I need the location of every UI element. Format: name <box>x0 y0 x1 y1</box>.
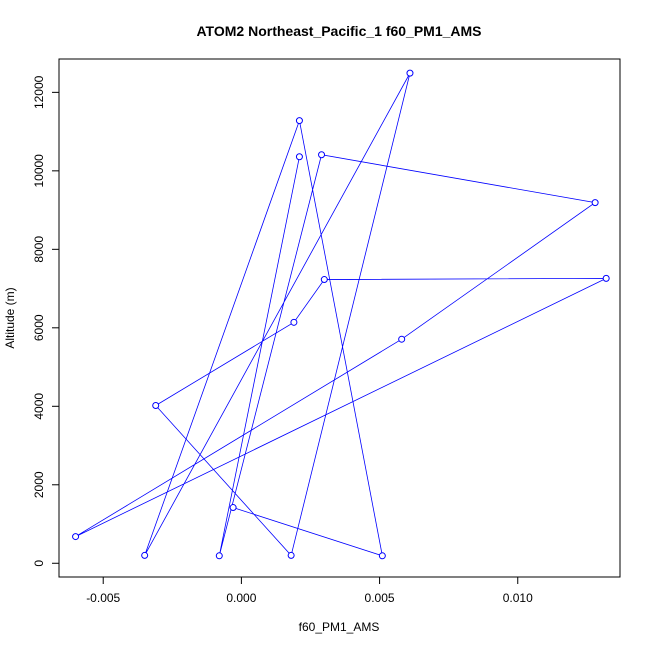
data-point <box>318 151 326 159</box>
data-point <box>295 117 303 125</box>
y-tick-label: 4000 <box>32 393 46 420</box>
x-axis: -0.005 0.000 0.005 0.010 <box>86 576 533 605</box>
data-point <box>320 276 328 284</box>
y-axis: 0 2000 4000 6000 8000 10000 12000 <box>32 75 60 567</box>
plot-area <box>58 58 621 578</box>
y-axis-label: Altitude (m) <box>3 287 17 348</box>
x-tick-label: 0.010 <box>503 591 533 605</box>
y-tick-label: 8000 <box>32 236 46 263</box>
data-point <box>406 69 414 77</box>
x-tick-label: 0.000 <box>226 591 256 605</box>
chart-title: ATOM2 Northeast_Pacific_1 f60_PM1_AMS <box>196 23 481 39</box>
y-tick-label: 0 <box>32 560 46 567</box>
data-series <box>72 69 610 560</box>
data-point <box>290 318 298 326</box>
data-point <box>72 533 80 541</box>
data-point <box>591 199 599 207</box>
y-tick-label: 10000 <box>32 154 46 188</box>
data-point <box>229 504 237 512</box>
data-point <box>602 274 610 282</box>
data-point <box>152 402 160 410</box>
x-tick-label: -0.005 <box>86 591 120 605</box>
data-point <box>378 552 386 560</box>
y-tick-label: 2000 <box>32 471 46 498</box>
y-tick-label: 12000 <box>32 75 46 109</box>
data-point <box>398 335 406 343</box>
x-axis-label: f60_PM1_AMS <box>299 620 380 634</box>
data-point <box>141 551 149 559</box>
x-tick-label: 0.005 <box>365 591 395 605</box>
data-point <box>287 551 295 559</box>
data-point <box>215 552 223 560</box>
y-tick-label: 6000 <box>32 314 46 341</box>
series-line <box>75 72 607 557</box>
data-point <box>295 153 303 161</box>
